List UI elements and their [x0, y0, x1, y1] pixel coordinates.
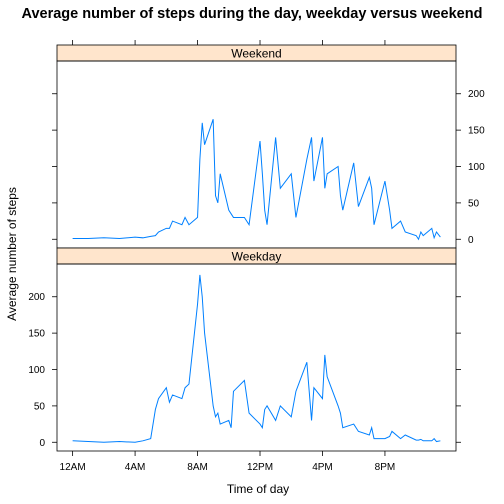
x-axis-label: Time of day: [227, 482, 289, 496]
y-tick-label: 0: [39, 438, 45, 449]
x-tick-label: 4PM: [312, 462, 333, 473]
y-tick-label: 100: [468, 162, 485, 173]
panel-frame-weekend: [56, 60, 457, 249]
y-tick-label: 50: [34, 401, 46, 412]
panel-frame-weekday: [56, 263, 457, 452]
x-tick-label: 12PM: [247, 462, 273, 473]
x-tick-label: 8AM: [187, 462, 208, 473]
series-line-weekend: [72, 119, 441, 241]
strip-label-weekday: Weekday: [232, 250, 282, 264]
plot-area: Weekend 0 50 100 150 200 Weekday 0 50 100 150 200 12…: [28, 40, 485, 473]
series-line-weekday: [72, 274, 441, 443]
y-tick-label: 100: [28, 365, 45, 376]
y-tick-label: 50: [468, 198, 480, 209]
chart-title: Average number of steps during the day, …: [22, 6, 483, 22]
y-tick-label: 0: [468, 235, 474, 246]
y-tick-label: 200: [468, 89, 485, 100]
y-tick-label: 150: [28, 329, 45, 340]
y-axis-label: Average number of steps: [5, 187, 19, 321]
x-tick-label: 4AM: [125, 462, 146, 473]
x-tick-label: 8PM: [375, 462, 396, 473]
y-tick-label: 150: [468, 126, 485, 137]
strip-label-weekend: Weekend: [231, 47, 281, 61]
x-tick-label: 12AM: [60, 462, 86, 473]
y-tick-label: 200: [28, 292, 45, 303]
